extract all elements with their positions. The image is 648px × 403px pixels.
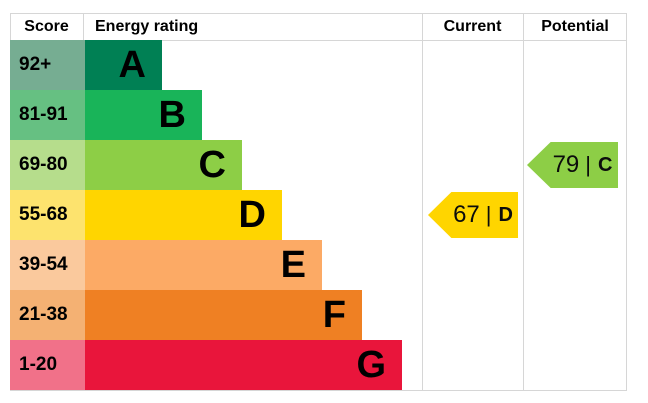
- chart-right-border: [626, 13, 627, 391]
- header-bottom-border: [10, 40, 627, 41]
- band-bar: G: [85, 340, 402, 390]
- potential-column-divider: [523, 13, 524, 391]
- score-column-header: Score: [24, 18, 69, 35]
- current-band-letter: D: [498, 203, 513, 226]
- band-row-d: 55-68 D: [10, 190, 627, 240]
- pipe-separator: |: [585, 152, 591, 177]
- band-row-e: 39-54 E: [10, 240, 627, 290]
- band-bar: A: [85, 40, 162, 90]
- band-letter: F: [322, 293, 346, 336]
- band-bar: C: [85, 140, 242, 190]
- header-left-border: [10, 13, 11, 40]
- current-column-header: Current: [443, 18, 502, 35]
- band-letter: A: [118, 43, 146, 86]
- band-score-range: 21-38: [10, 290, 85, 340]
- band-score-range: 81-91: [10, 90, 85, 140]
- potential-column-header: Potential: [541, 18, 609, 35]
- band-score-range: 1-20: [10, 340, 85, 390]
- band-letter: D: [238, 193, 266, 236]
- band-row-g: 1-20 G: [10, 340, 627, 390]
- band-row-a: 92+ A: [10, 40, 627, 90]
- band-letter: B: [158, 93, 186, 136]
- band-bar: B: [85, 90, 202, 140]
- band-letter: C: [198, 143, 226, 186]
- chart-bottom-border: [10, 390, 627, 391]
- band-row-b: 81-91 B: [10, 90, 627, 140]
- header-top-border: [10, 13, 627, 14]
- band-score-range: 39-54: [10, 240, 85, 290]
- current-column-divider: [422, 13, 423, 391]
- band-letter: E: [280, 243, 306, 286]
- band-bar: E: [85, 240, 322, 290]
- current-value: 67: [453, 201, 480, 228]
- potential-band-letter: C: [597, 153, 613, 176]
- band-score-range: 69-80: [10, 140, 85, 190]
- band-row-c: 69-80 C: [10, 140, 627, 190]
- band-letter: G: [356, 343, 386, 386]
- band-bar: F: [85, 290, 362, 340]
- energy-rating-header: Energy rating: [95, 18, 199, 35]
- potential-value: 79: [552, 151, 580, 178]
- band-row-f: 21-38 F: [10, 290, 627, 340]
- pipe-separator: |: [485, 202, 492, 227]
- score-column-divider: [83, 13, 84, 40]
- band-score-range: 55-68: [10, 190, 85, 240]
- band-score-range: 92+: [10, 40, 85, 90]
- band-bar: D: [85, 190, 282, 240]
